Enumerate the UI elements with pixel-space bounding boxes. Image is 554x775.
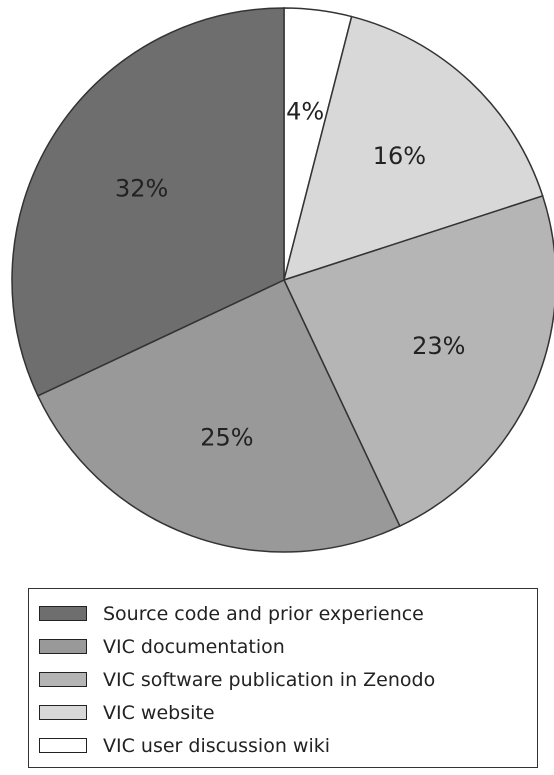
pie-slice-4 <box>11 7 285 397</box>
legend-item-4: VIC user discussion wiki <box>39 729 527 762</box>
legend-swatch-0 <box>39 606 87 621</box>
pie-slice-3 <box>36 279 401 553</box>
legend-swatch-2 <box>39 672 87 687</box>
legend-swatch-3 <box>39 705 87 720</box>
pie-value-label-0: 4% <box>286 98 324 126</box>
legend-item-3: VIC website <box>39 696 527 729</box>
pie-value-label-1: 16% <box>373 142 426 170</box>
legend: Source code and prior experience VIC docu… <box>28 588 538 768</box>
legend-label-2: VIC software publication in Zenodo <box>103 668 436 691</box>
pie-value-label-3: 25% <box>200 424 253 452</box>
legend-label-1: VIC documentation <box>103 635 285 658</box>
legend-item-0: Source code and prior experience <box>39 597 527 630</box>
pie-slices <box>11 7 554 553</box>
legend-swatch-4 <box>39 738 87 753</box>
pie-value-label-4: 32% <box>115 175 168 203</box>
pie-value-labels: 4% 16% 23% 25% 32% <box>115 98 466 452</box>
legend-label-4: VIC user discussion wiki <box>103 734 330 757</box>
legend-item-2: VIC software publication in Zenodo <box>39 663 527 696</box>
legend-label-0: Source code and prior experience <box>103 602 424 625</box>
legend-label-3: VIC website <box>103 701 215 724</box>
pie-slice-2 <box>282 195 554 528</box>
pie-slice-1 <box>282 15 544 282</box>
pie-chart: 4% 16% 23% 25% 32% <box>11 7 554 553</box>
legend-item-1: VIC documentation <box>39 630 527 663</box>
legend-swatch-1 <box>39 639 87 654</box>
pie-value-label-2: 23% <box>412 332 465 360</box>
